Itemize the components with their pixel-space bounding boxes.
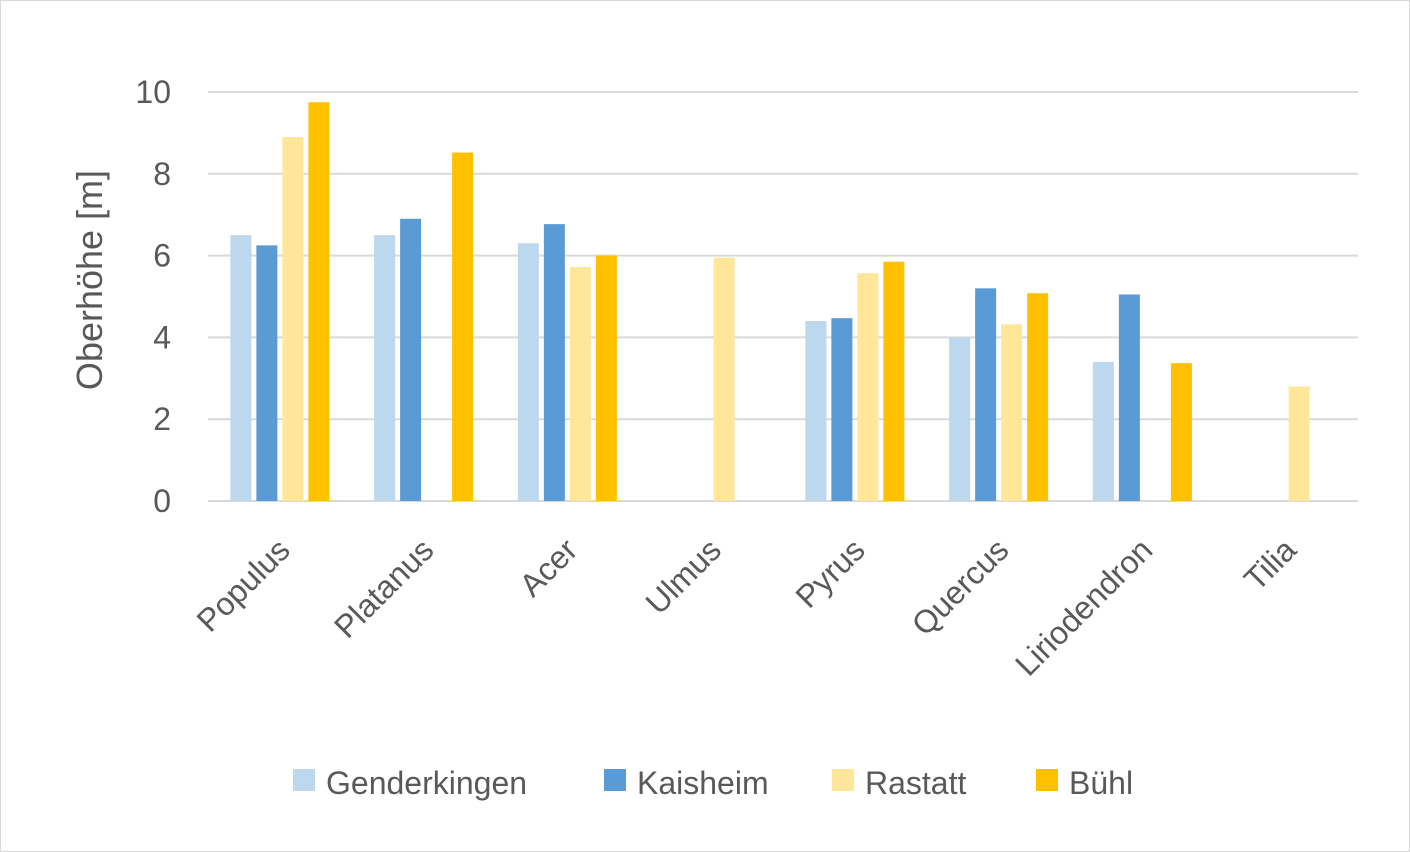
legend-label: Kaisheim [637,765,769,801]
bar-b-hl-liriodendron [1170,363,1192,501]
bar-rastatt-pyrus [857,273,879,501]
x-tick-label: Tilia [1237,531,1303,597]
legend-swatch [293,769,315,791]
bar-genderkingen-platanus [374,235,396,501]
x-tick-label: Ulmus [639,531,729,621]
bar-b-hl-platanus [452,152,474,502]
bar-rastatt-tilia [1288,386,1310,501]
y-tick-label: 6 [153,238,171,274]
legend-label: Bühl [1069,765,1133,801]
y-tick-labels: 0 2 4 6 8 10 [135,74,171,519]
legend-label: Rastatt [865,765,966,801]
bar-kaisheim-populus [256,245,278,501]
x-tick-label: Platanus [327,531,441,645]
bar-rastatt-populus [282,136,304,502]
legend-swatch [604,769,626,791]
bar-b-hl-pyrus [883,261,905,501]
bar-rastatt-acer [569,267,591,501]
x-tick-label: Pyrus [789,531,872,614]
y-tick-label: 4 [153,319,171,355]
y-tick-label: 0 [153,483,171,519]
bars [230,102,1310,502]
bar-b-hl-populus [308,102,330,501]
legend-swatch [832,769,854,791]
bar-b-hl-quercus [1027,293,1049,501]
y-tick-label: 2 [153,401,171,437]
bar-b-hl-acer [595,255,617,501]
x-tick-label: Quercus [905,531,1016,642]
bar-genderkingen-liriodendron [1092,361,1114,501]
bar-genderkingen-populus [230,235,252,501]
y-axis-title: Oberhöhe [m] [69,170,110,390]
legend-label: Genderkingen [326,765,527,801]
bar-genderkingen-pyrus [805,321,827,501]
bar-rastatt-quercus [1001,324,1023,501]
x-tick-label: Liriodendron [1008,531,1159,682]
bar-kaisheim-pyrus [831,318,853,501]
bar-rastatt-ulmus [713,257,735,501]
bar-kaisheim-platanus [400,218,422,502]
bar-genderkingen-acer [517,243,539,501]
legend: Genderkingen Kaisheim Rastatt Bühl [293,765,1133,801]
y-tick-label: 10 [135,74,171,110]
bar-kaisheim-acer [543,224,565,501]
legend-swatch [1036,769,1058,791]
bar-genderkingen-quercus [949,337,971,501]
bar-kaisheim-liriodendron [1118,294,1140,501]
gridlines [208,91,1358,502]
bar-kaisheim-quercus [975,288,997,501]
x-tick-labels: Populus Platanus Acer Ulmus Pyrus QuercusLiri… [190,531,1304,682]
x-tick-label: Acer [512,531,584,603]
x-tick-label: Populus [190,531,297,638]
y-tick-label: 8 [153,156,171,192]
